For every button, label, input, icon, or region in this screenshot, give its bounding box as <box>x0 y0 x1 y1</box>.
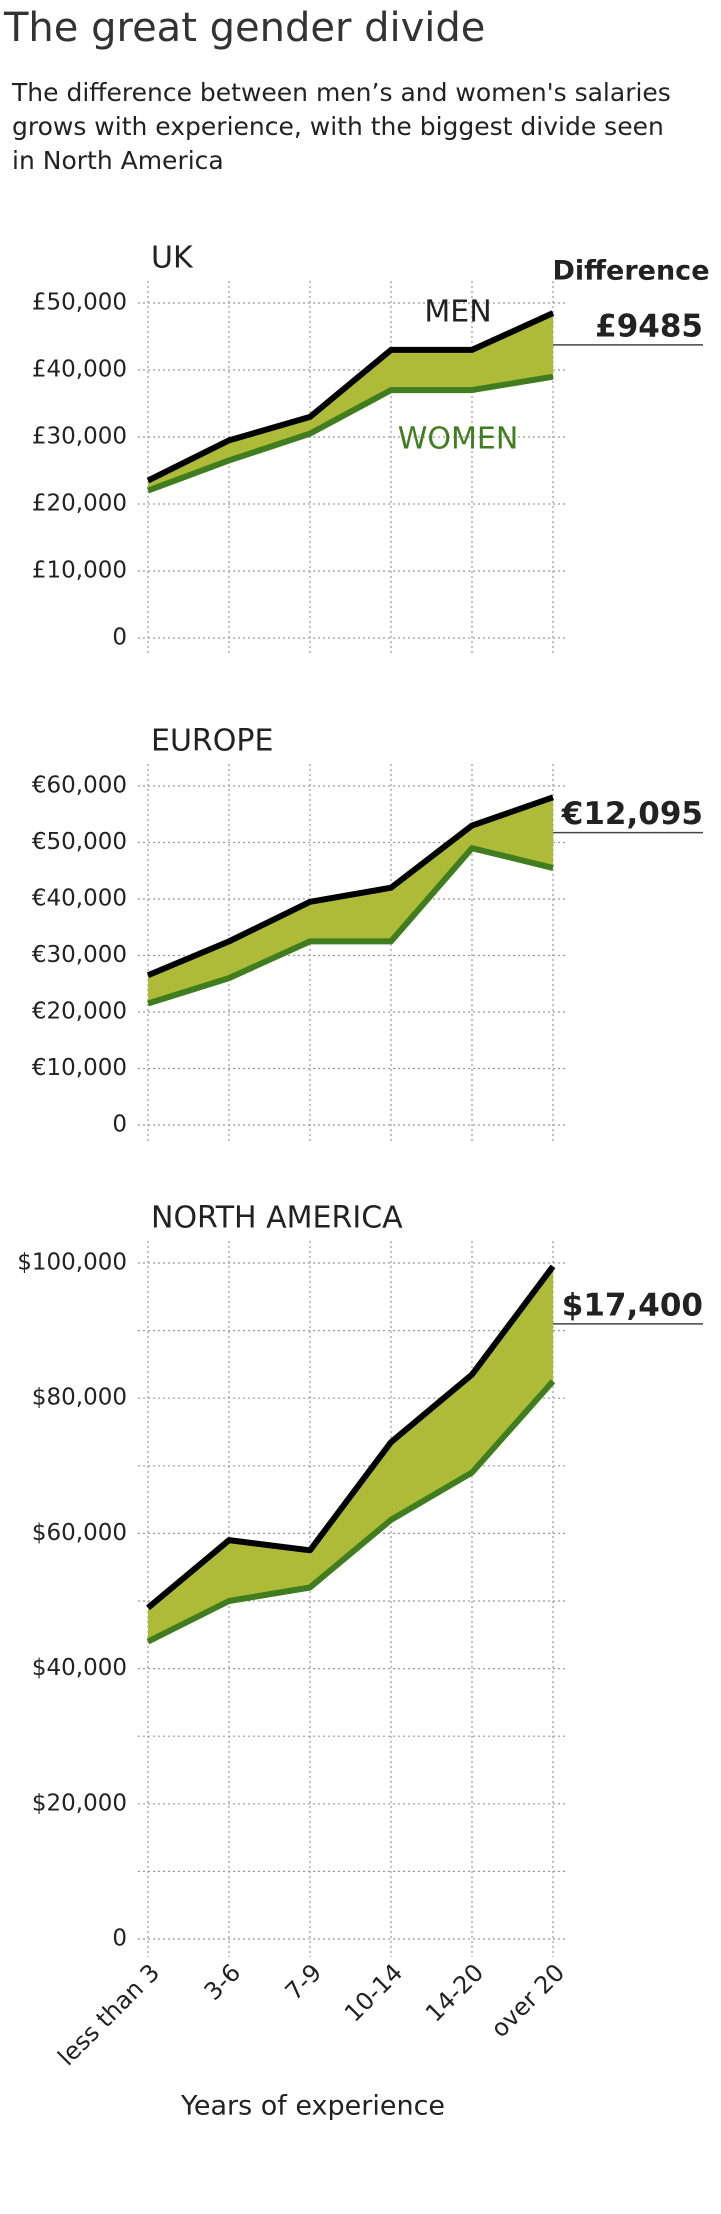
y-tick-label: £30,000 <box>32 424 127 450</box>
region-title: NORTH AMERICA <box>151 1201 403 1236</box>
difference-heading: Difference <box>552 256 709 287</box>
region-title: EUROPE <box>151 724 273 759</box>
series-line <box>146 1264 556 1611</box>
series-line <box>147 845 554 1007</box>
y-tick-label: £10,000 <box>32 558 127 584</box>
y-tick-label: $100,000 <box>17 1250 127 1276</box>
x-tick-label: over 20 <box>486 1958 571 2043</box>
y-tick-label: £40,000 <box>32 357 127 383</box>
subtitle-line: in North America <box>12 146 224 175</box>
y-tick-label: $80,000 <box>32 1385 127 1411</box>
y-tick-label: 0 <box>112 1926 127 1952</box>
y-tick-label: 0 <box>112 1112 127 1138</box>
difference-label: £9485 <box>595 308 703 344</box>
x-tick-label: 3-6 <box>199 1958 247 2006</box>
y-tick-label: $60,000 <box>32 1520 127 1546</box>
x-tick-label: 7-9 <box>280 1958 328 2006</box>
series-label: MEN <box>424 295 491 330</box>
difference-area <box>148 1266 553 1642</box>
y-tick-label: $40,000 <box>32 1655 127 1681</box>
x-tick-label: less than 3 <box>52 1958 165 2071</box>
difference-label: €12,095 <box>561 796 703 832</box>
y-tick-label: €10,000 <box>32 1055 127 1081</box>
difference-label: $17,400 <box>562 1287 703 1323</box>
region-title: UK <box>151 241 194 276</box>
x-tick-label: 14-20 <box>420 1958 489 2027</box>
series-line <box>146 794 554 979</box>
y-tick-label: £50,000 <box>32 290 127 316</box>
subtitle-line: grows with experience, with the biggest … <box>12 112 664 141</box>
y-tick-label: £20,000 <box>32 491 127 517</box>
y-tick-label: €20,000 <box>32 999 127 1025</box>
subtitle-line: The difference between men’s and women's… <box>11 78 671 107</box>
x-axis-label: Years of experience <box>180 2091 445 2122</box>
series-line <box>146 310 555 484</box>
series-label: WOMEN <box>398 422 519 457</box>
y-tick-label: $20,000 <box>32 1790 127 1816</box>
series-line <box>146 373 554 494</box>
y-tick-label: €60,000 <box>32 773 127 799</box>
y-tick-label: €30,000 <box>32 942 127 968</box>
y-tick-label: €50,000 <box>32 829 127 855</box>
y-tick-label: 0 <box>112 625 127 651</box>
difference-area <box>148 313 553 491</box>
series-line <box>146 1379 556 1645</box>
page-title: The great gender divide <box>3 5 485 51</box>
difference-area <box>148 797 553 1004</box>
y-tick-label: €40,000 <box>32 886 127 912</box>
x-tick-label: 10-14 <box>339 1958 408 2027</box>
